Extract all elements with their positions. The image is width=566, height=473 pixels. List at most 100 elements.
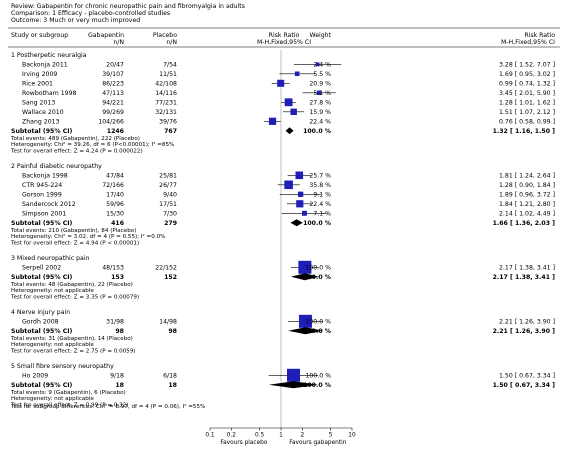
col-header-placebo-sub: n/N — [166, 39, 177, 46]
subtotal-risk-ratio: 2.17 [ 1.38, 3.41 ] — [493, 274, 556, 281]
study-placebo-events: 26/77 — [159, 182, 177, 189]
x-tick-label: 0.1 — [205, 433, 215, 439]
subtotal-gabapentin-total: 1246 — [107, 128, 124, 135]
study-weight: 35.8 % — [309, 182, 331, 189]
study-risk-ratio: 1.50 [ 0.67, 3.34 ] — [499, 373, 555, 380]
study-name: Backonja 2011 — [22, 62, 68, 69]
study-gabapentin-events: 47/84 — [106, 173, 124, 180]
subtotal-label: Subtotal (95% CI) — [11, 220, 73, 227]
subtotal-diamond — [290, 219, 303, 227]
study-gabapentin-events: 99/269 — [102, 109, 124, 116]
study-box — [268, 117, 277, 125]
study-box — [315, 62, 320, 67]
study-gabapentin-events: 72/166 — [102, 182, 124, 189]
subgroup-note: Total events: 31 (Gabapentin), 14 (Place… — [10, 336, 133, 342]
subtotal-placebo-total: 152 — [164, 274, 177, 281]
subtotal-gabapentin-total: 153 — [111, 274, 124, 281]
study-gabapentin-events: 39/107 — [102, 71, 124, 78]
study-risk-ratio: 3.45 [ 2.01, 5.90 ] — [499, 90, 555, 97]
x-tick-label: 0.5 — [255, 433, 265, 439]
study-risk-ratio: 1.69 [ 0.95, 3.02 ] — [499, 71, 555, 78]
subtotal-diamond — [268, 381, 319, 389]
subtotal-diamond — [290, 273, 319, 281]
subtotal-gabapentin-total: 18 — [115, 382, 124, 389]
subgroup-note: Test for overall effect: Z = 3.35 (P = 0… — [10, 295, 139, 301]
subgroup-differences-test: Test for subgroup differences: Chi² = 8.… — [10, 403, 205, 410]
study-risk-ratio: 1.81 [ 1.24, 2.64 ] — [499, 173, 555, 180]
study-weight: 7.1 % — [313, 211, 331, 218]
subtotal-gabapentin-total: 416 — [111, 220, 124, 227]
subtotal-label: Subtotal (95% CI) — [11, 274, 73, 281]
study-name: Backonja 1998 — [22, 173, 68, 180]
study-gabapentin-events: 15/30 — [106, 211, 124, 218]
subtotal-weight: 100.0 % — [303, 328, 331, 335]
study-gabapentin-events: 17/40 — [106, 192, 124, 199]
col-header-gabapentin-sub: n/N — [113, 39, 124, 46]
study-box — [316, 90, 322, 96]
study-box — [298, 260, 312, 274]
study-gabapentin-events: 59/96 — [106, 201, 124, 208]
study-box — [297, 191, 304, 197]
subgroup-note: Total events: 48 (Gabapentin), 22 (Place… — [10, 282, 133, 288]
x-tick-label: 1 — [279, 433, 283, 439]
study-box — [295, 171, 304, 180]
study-risk-ratio: 0.76 [ 0.58, 0.99 ] — [499, 119, 555, 126]
study-risk-ratio: 1.84 [ 1.21, 2.80 ] — [499, 201, 555, 208]
study-gabapentin-events: 48/153 — [102, 265, 124, 272]
study-name: CTR 945-224 — [22, 182, 62, 189]
subgroup-note: Heterogeneity: Chi² = 3.02, df = 4 (P = … — [11, 233, 165, 240]
subtotal-risk-ratio: 1.66 [ 1.36, 2.03 ] — [493, 220, 556, 227]
col-header-placebo: Placebo — [153, 32, 177, 39]
study-placebo-events: 77/231 — [155, 100, 177, 107]
study-gabapentin-events: 9/18 — [110, 373, 124, 380]
study-box — [284, 180, 293, 190]
study-name: Serpell 2002 — [22, 265, 61, 272]
study-name: Ho 2009 — [22, 373, 48, 380]
x-tick-label: 10 — [348, 433, 356, 439]
study-placebo-events: 25/81 — [159, 173, 177, 180]
subgroup-note: Test for overall effect: Z = 0.99 (P = 0… — [10, 403, 128, 409]
study-name: Wallace 2010 — [22, 109, 64, 116]
subtotal-risk-ratio: 2.21 [ 1.26, 3.90 ] — [493, 328, 556, 335]
study-weight: 9.1 % — [313, 192, 331, 199]
study-name: Rowbotham 1998 — [22, 90, 77, 97]
study-placebo-events: 14/116 — [155, 90, 177, 97]
subgroup-note: Heterogeneity: not applicable — [11, 288, 94, 294]
study-risk-ratio: 3.28 [ 1.52, 7.07 ] — [499, 62, 555, 69]
study-risk-ratio: 2.14 [ 1.02, 4.49 ] — [499, 211, 555, 218]
x-tick-label: 5 — [329, 433, 333, 439]
col-header-study: Study or subgroup — [11, 32, 68, 39]
review-title: Review: Gabapentin for chronic neuropath… — [11, 3, 245, 10]
study-gabapentin-events: 31/98 — [106, 319, 124, 326]
subgroup-title: 5 Small fibre sensory neuropathy — [11, 363, 114, 370]
study-name: Rice 2001 — [22, 81, 53, 88]
x-tick-label: 2 — [301, 433, 305, 439]
study-weight: 15.9 % — [309, 109, 331, 116]
study-risk-ratio: 2.17 [ 1.38, 3.41 ] — [499, 265, 555, 272]
study-gabapentin-events: 104/266 — [98, 119, 124, 126]
study-risk-ratio: 1.28 [ 1.01, 1.62 ] — [499, 100, 555, 107]
subgroup-title: 2 Painful diabetic neuropathy — [11, 163, 102, 170]
subtotal-label: Subtotal (95% CI) — [11, 382, 73, 389]
x-tick-label: 0.2 — [227, 433, 237, 439]
study-weight: 100.0 % — [305, 265, 331, 272]
favours-placebo-label: Favours placebo — [220, 440, 268, 446]
subtotal-weight: 100.0 % — [303, 382, 331, 389]
study-box — [301, 210, 307, 216]
col-header-risk-ratio-sub: M-H,Fixed,95% CI — [501, 39, 555, 46]
study-risk-ratio: 1.89 [ 0.96, 3.72 ] — [499, 192, 555, 199]
study-weight: 27.8 % — [309, 100, 331, 107]
subtotal-placebo-total: 767 — [164, 128, 177, 135]
study-placebo-events: 6/18 — [163, 373, 177, 380]
study-name: Gordh 2008 — [22, 319, 59, 326]
col-header-gabapentin: Gabapentin — [88, 32, 124, 39]
study-weight: 5.1 % — [313, 90, 331, 97]
subgroup-title: 3 Mixed neuropathic pain — [11, 255, 90, 262]
study-placebo-events: 22/152 — [155, 265, 177, 272]
study-gabapentin-events: 86/223 — [102, 81, 124, 88]
subgroup-note: Total events: 489 (Gabapentin), 222 (Pla… — [10, 136, 140, 142]
study-name: Sandercock 2012 — [22, 201, 76, 208]
study-risk-ratio: 2.21 [ 1.26, 3.90 ] — [499, 319, 555, 326]
study-box — [287, 368, 301, 382]
